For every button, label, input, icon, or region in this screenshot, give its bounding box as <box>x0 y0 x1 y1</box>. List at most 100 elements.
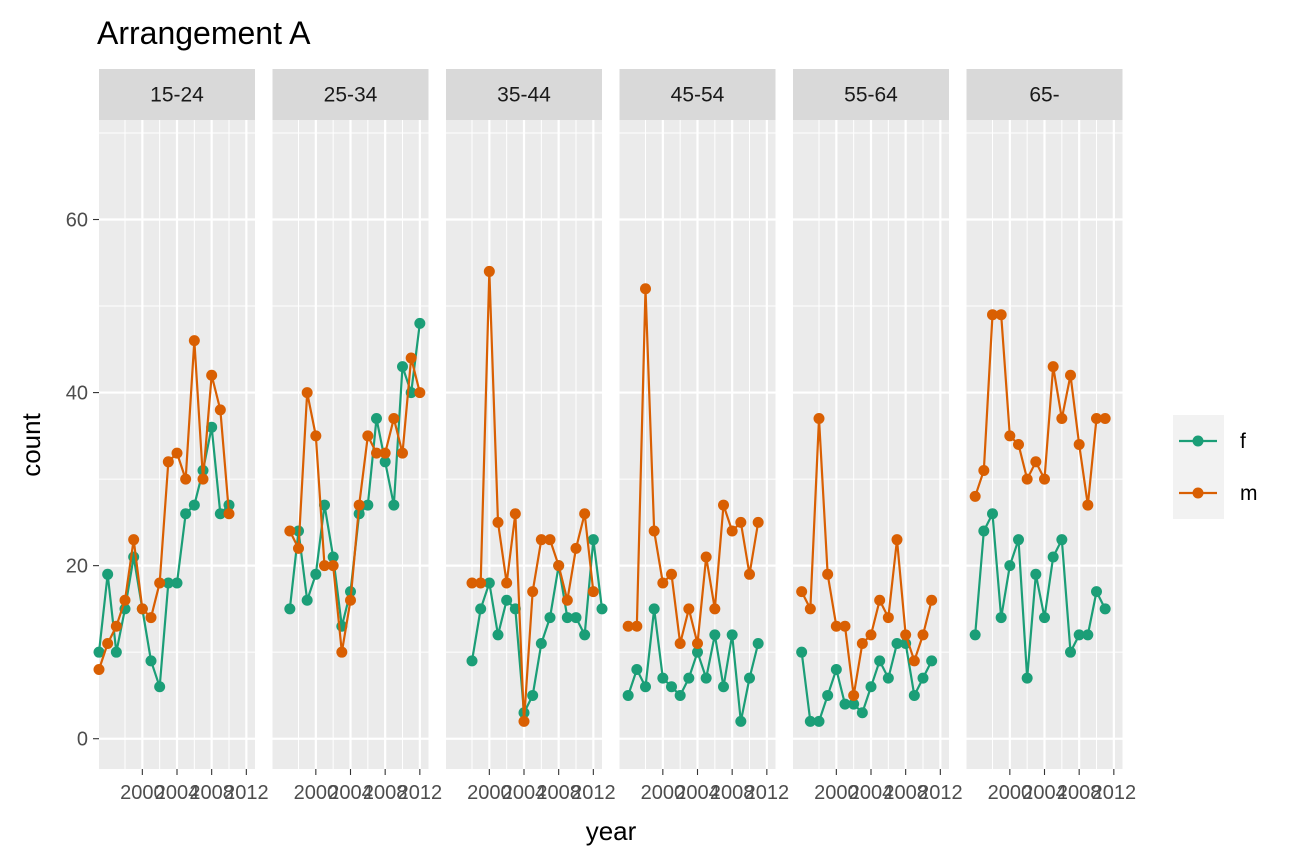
x-tick-label: 2000 <box>641 782 686 804</box>
data-point-f <box>1091 586 1102 598</box>
x-tick-label: 2012 <box>918 782 963 804</box>
data-point-f <box>110 646 122 658</box>
data-point-m <box>709 603 721 615</box>
data-point-m <box>353 499 365 511</box>
x-tick-label: 2012 <box>571 782 616 804</box>
data-point-m <box>388 413 400 425</box>
data-point-f <box>206 421 218 433</box>
data-point-m <box>162 456 174 468</box>
x-tick-label: 2008 <box>189 782 234 804</box>
data-point-m <box>796 586 808 598</box>
data-point-f <box>188 499 200 511</box>
data-point-m <box>553 560 565 572</box>
data-point-m <box>1073 439 1085 450</box>
data-point-m <box>969 490 981 502</box>
data-point-m <box>830 620 842 632</box>
data-point-f <box>622 689 634 701</box>
data-point-f <box>319 499 330 511</box>
facet-strip-label: 65- <box>1029 84 1059 107</box>
data-point-f <box>509 603 521 615</box>
data-point-f <box>327 551 339 563</box>
data-point-m <box>735 516 747 528</box>
data-point-f <box>917 672 929 684</box>
x-tick-label: 2004 <box>502 782 547 804</box>
data-point-m <box>518 715 530 727</box>
data-point-m <box>700 551 712 563</box>
data-point-m <box>683 603 695 615</box>
data-point-f <box>501 594 513 606</box>
data-point-m <box>379 447 391 459</box>
data-point-m <box>622 620 634 632</box>
data-point-f <box>145 655 157 667</box>
data-point-m <box>188 335 200 347</box>
data-point-f <box>744 672 755 684</box>
data-point-f <box>882 672 894 684</box>
data-point-m <box>1030 456 1042 468</box>
data-point-m <box>154 577 166 589</box>
data-point-m <box>587 586 599 598</box>
facet-strip <box>966 69 1123 120</box>
data-point-f <box>544 612 556 624</box>
data-point-f <box>796 646 808 658</box>
data-point-m <box>657 577 669 589</box>
data-point-f <box>475 603 487 615</box>
data-point-f <box>1073 629 1085 641</box>
data-point-m <box>197 473 209 485</box>
legend-key-point-f <box>1192 435 1204 447</box>
data-point-m <box>492 516 504 528</box>
data-point-m <box>1082 499 1094 511</box>
data-point-f <box>874 655 886 667</box>
x-tick-label: 2008 <box>883 782 928 804</box>
data-point-f <box>1047 551 1059 563</box>
data-point-m <box>362 430 374 442</box>
data-point-f <box>171 577 183 589</box>
data-point-f <box>596 603 608 615</box>
data-point-m <box>171 447 183 459</box>
data-point-m <box>397 447 408 459</box>
data-point-m <box>214 404 226 416</box>
data-point-f <box>527 689 539 701</box>
data-point-m <box>136 603 148 615</box>
data-point-m <box>102 638 114 650</box>
data-point-m <box>119 594 131 606</box>
data-point-m <box>978 464 990 476</box>
series-line-m <box>628 287 760 645</box>
data-point-m <box>891 534 903 546</box>
data-point-m <box>414 387 426 399</box>
data-point-f <box>1099 603 1111 615</box>
data-point-f <box>839 698 851 710</box>
data-point-f <box>908 689 920 701</box>
series-line-f <box>627 607 760 723</box>
data-point-f <box>683 672 695 684</box>
data-point-m <box>1065 369 1076 381</box>
data-point-f <box>162 577 174 589</box>
x-tick-label: 2004 <box>849 782 894 804</box>
data-point-f <box>1013 534 1024 546</box>
x-tick-label: 2004 <box>675 782 720 804</box>
legend-key-point-m <box>1192 487 1204 499</box>
data-point-m <box>145 612 157 624</box>
data-point-m <box>327 560 339 572</box>
data-point-f <box>214 508 226 520</box>
data-point-f <box>692 646 703 658</box>
series-line-f <box>800 642 933 723</box>
data-point-f <box>587 534 599 546</box>
data-point-m <box>483 265 495 277</box>
legend-label-m: m <box>1240 482 1258 505</box>
data-point-f <box>1039 612 1050 624</box>
data-point-f <box>891 638 903 650</box>
data-point-m <box>405 352 417 364</box>
data-point-m <box>848 689 860 701</box>
x-tick-label: 2000 <box>294 782 339 804</box>
data-point-f <box>284 603 296 615</box>
x-tick-label: 2012 <box>745 782 790 804</box>
facet-strip <box>272 69 429 120</box>
facet-strip <box>99 69 255 120</box>
data-point-m <box>180 473 192 485</box>
data-point-m <box>640 283 651 295</box>
data-point-m <box>509 508 521 520</box>
data-point-m <box>987 309 998 321</box>
data-point-m <box>813 413 825 425</box>
